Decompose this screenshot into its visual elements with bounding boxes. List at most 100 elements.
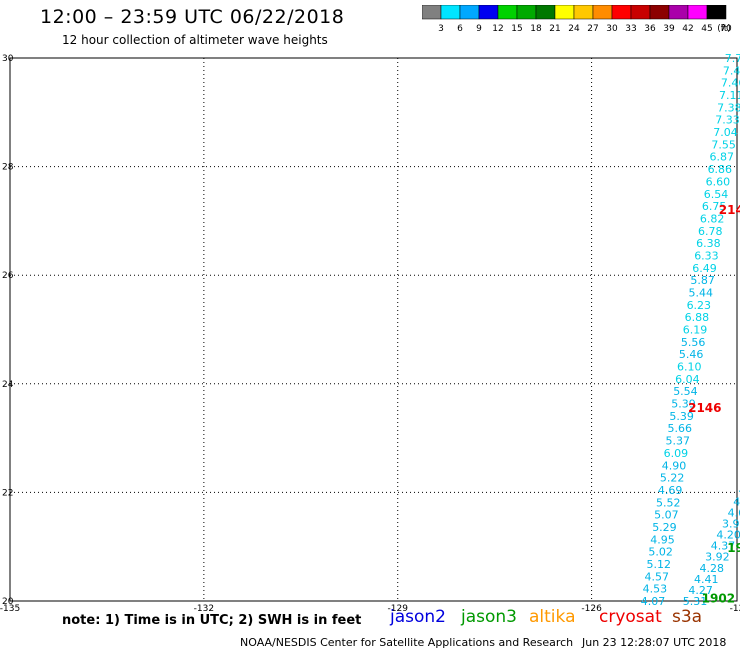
swh-value-jason3: 4.41: [694, 573, 719, 586]
time-label-cryosat: 2146: [688, 401, 721, 415]
swh-value-cryosat: 5.07: [654, 509, 679, 522]
swh-value-jason3: 4.60: [728, 506, 740, 519]
swh-value-cryosat: 5.87: [690, 274, 715, 287]
page-title: 12:00 – 23:59 UTC 06/22/2018: [40, 6, 345, 28]
colorbar-label: 33: [625, 24, 636, 34]
legend-jason2: jason2: [390, 607, 446, 627]
swh-value-jason3: 4.27: [688, 584, 713, 597]
colorbar-label: 3: [438, 24, 444, 34]
swh-value-cryosat: 5.44: [688, 286, 713, 299]
swh-value-cryosat: 4.95: [650, 533, 675, 546]
footer-timestamp: Jun 23 12:28:07 UTC 2018: [582, 636, 727, 649]
swh-value-cryosat: 6.60: [706, 175, 731, 188]
page-subtitle: 12 hour collection of altimeter wave hei…: [62, 33, 328, 47]
x-tick-label: -135: [0, 604, 20, 614]
time-label-cryosat: 2145: [719, 203, 740, 217]
legend-jason3: jason3: [461, 607, 517, 627]
swh-value-cryosat: 6.04: [675, 373, 700, 386]
swh-value-cryosat: 5.02: [648, 546, 673, 559]
y-tick-label: 30: [2, 54, 14, 64]
swh-value-cryosat: 5.39: [671, 398, 696, 411]
legend-s3a: s3a: [672, 607, 703, 627]
swh-value-cryosat: 5.37: [666, 435, 691, 448]
plot-frame: [9, 57, 738, 602]
note-text: note: 1) Time is in UTC; 2) SWH is in fe…: [62, 613, 362, 628]
x-tick-label: -129: [388, 604, 409, 614]
colorbar-label: (ft): [717, 24, 731, 34]
swh-value-cryosat: 6.88: [685, 311, 710, 324]
footer-credit: NOAA/NESDIS Center for Satellite Applica…: [240, 636, 574, 649]
swh-value-cryosat: 7.46: [721, 77, 740, 90]
colorbar-label: 42: [682, 24, 693, 34]
swh-value-jason3: 4.20: [716, 529, 740, 542]
swh-value-cryosat: 7.38: [717, 101, 740, 114]
colorbar-label: 24: [568, 24, 580, 34]
swh-value-cryosat: 4.07: [641, 595, 666, 608]
colorbar-label: 30: [606, 24, 618, 34]
swh-value-cryosat: 6.49: [692, 262, 717, 275]
swh-value-cryosat: 6.87: [709, 151, 734, 164]
swh-value-jason3: 3.92: [705, 551, 730, 564]
swh-value-cryosat: 6.86: [708, 163, 733, 176]
swh-value-cryosat: 6.33: [694, 249, 719, 262]
swh-value-cryosat: 6.09: [664, 447, 689, 460]
swh-value-cryosat: 5.46: [679, 348, 704, 361]
x-tick-label: -12: [730, 604, 740, 614]
colorbar-label: 70: [720, 24, 732, 34]
swh-value-cryosat: 6.23: [687, 299, 712, 312]
swh-value-cryosat: 7.04: [713, 126, 738, 139]
colorbar-label: 12: [492, 24, 503, 34]
swh-value-cryosat: 7.75: [725, 52, 740, 65]
swh-value-cryosat: 5.66: [667, 422, 692, 435]
legend-altika: altika: [529, 607, 576, 627]
colorbar-swatch: [706, 5, 727, 20]
swh-value-jason3: 4.28: [700, 562, 725, 575]
colorbar-label: 39: [663, 24, 675, 34]
swh-value-cryosat: 6.19: [683, 324, 708, 337]
swh-value-cryosat: 7.11: [719, 89, 740, 102]
swh-value-cryosat: 5.52: [656, 496, 681, 509]
swh-colorbar: 3 6 9 12 15 18 21 24 27 30 33 36 39 42 45 70(ft): [422, 5, 732, 34]
colorbar-label: 15: [511, 24, 522, 34]
swh-value-cryosat: 5.12: [646, 558, 671, 571]
y-tick-label: 22: [2, 488, 13, 498]
colorbar-label: 21: [549, 24, 560, 34]
swh-value-cryosat: 5.39: [669, 410, 694, 423]
y-tick-label: 20: [2, 597, 14, 607]
swh-value-cryosat: 7.33: [715, 114, 740, 127]
swh-value-jason3: 5.31: [683, 595, 708, 608]
swh-value-cryosat: 6.75: [702, 200, 727, 213]
swh-value-cryosat: 6.38: [696, 237, 721, 250]
colorbar-label: 6: [457, 24, 463, 34]
swh-value-cryosat: 6.82: [700, 212, 725, 225]
time-label-jason3: 1902: [702, 591, 735, 605]
swh-value-cryosat: 5.56: [681, 336, 706, 349]
swh-value-cryosat: 4.69: [658, 484, 683, 497]
swh-value-cryosat: 5.29: [652, 521, 677, 534]
swh-value-cryosat: 5.22: [660, 472, 685, 485]
colorbar-label: 45: [701, 24, 712, 34]
swh-value-jason3: 4.16: [733, 495, 740, 508]
swh-value-cryosat: 7.55: [711, 138, 736, 151]
y-tick-label: 26: [2, 271, 14, 281]
swh-value-cryosat: 4.57: [645, 570, 670, 583]
swh-value-jason3: 4.37: [711, 540, 736, 553]
swh-value-cryosat: 5.54: [673, 385, 698, 398]
time-label-jason3: 1903: [727, 541, 740, 555]
swh-value-cryosat: 7.40: [723, 64, 740, 77]
swh-value-cryosat: 6.78: [698, 225, 723, 238]
colorbar-label: 18: [530, 24, 542, 34]
y-tick-label: 24: [2, 380, 14, 390]
y-tick-label: 28: [2, 163, 14, 173]
colorbar-label: 27: [587, 24, 598, 34]
swh-value-jason3: 4.28: [739, 484, 740, 497]
x-tick-label: -132: [194, 604, 214, 614]
swh-value-cryosat: 6.10: [677, 361, 702, 374]
swh-value-cryosat: 6.54: [704, 188, 729, 201]
x-tick-label: -126: [581, 604, 602, 614]
swh-value-cryosat: 4.53: [643, 583, 668, 596]
colorbar-label: 36: [644, 24, 656, 34]
swh-value-cryosat: 4.90: [662, 459, 687, 472]
colorbar-label: 9: [476, 24, 482, 34]
